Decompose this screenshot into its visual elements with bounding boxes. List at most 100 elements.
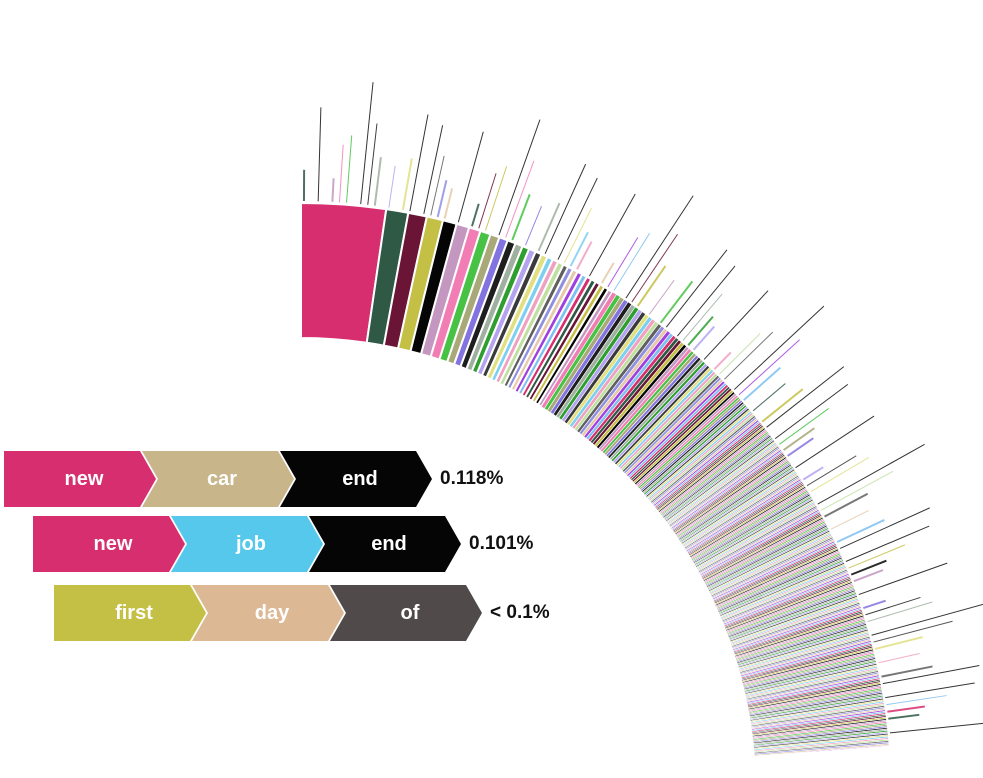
arc-spikes: [302, 82, 983, 734]
arc-spike: [409, 114, 429, 212]
arc-spike: [824, 492, 869, 518]
arc-spike: [878, 652, 920, 664]
breadcrumb-first[interactable]: first: [54, 585, 206, 641]
arc-spike: [867, 601, 933, 623]
arc-spike: [648, 279, 675, 315]
arc-spike: [563, 208, 592, 264]
breadcrumb-new[interactable]: new: [4, 451, 156, 507]
arc-spike: [471, 203, 480, 227]
arc-ring: [300, 201, 890, 757]
arc-spike: [373, 157, 382, 206]
breadcrumb-label: car: [206, 468, 238, 490]
breadcrumb-label: new: [64, 468, 104, 490]
breadcrumb-day[interactable]: day: [192, 585, 344, 641]
arc-spike: [806, 455, 857, 487]
arc-spike: [485, 166, 508, 231]
breadcrumb-label: end: [342, 468, 378, 490]
arc-spike: [865, 596, 921, 616]
arc-spike: [692, 325, 716, 351]
arc-spike: [659, 280, 694, 324]
arc-spike: [733, 305, 825, 390]
sequence-percentage: 0.118%: [440, 468, 504, 489]
arc-spike: [761, 388, 804, 423]
arc-spike: [873, 620, 953, 643]
arc-spike: [600, 262, 615, 284]
arc-spike: [569, 231, 589, 267]
sequence-percentage: 0.101%: [469, 533, 534, 554]
arc-spike: [478, 173, 497, 229]
arc-spike: [874, 636, 923, 650]
arc-spike: [346, 135, 353, 203]
arc-spike: [687, 315, 714, 346]
arc-spike: [858, 562, 948, 596]
arc-spike: [752, 383, 786, 412]
sequence-row: new car end 0.118%: [4, 451, 598, 507]
arc-spike: [743, 366, 781, 401]
arc-spike: [505, 160, 535, 238]
arc-spike: [443, 188, 454, 219]
arc-spike: [881, 665, 933, 678]
arc-spike: [885, 682, 975, 699]
arc-spike: [845, 525, 930, 562]
sequence-row: first day of < 0.1%: [54, 585, 648, 641]
arc-spike: [779, 408, 829, 445]
arc-spike: [360, 82, 374, 205]
arc-spike: [871, 603, 983, 636]
arc-spike: [511, 194, 531, 241]
sequence-row: new job end 0.101%: [33, 516, 627, 572]
arc-spike: [537, 202, 561, 252]
arc-spike: [795, 415, 875, 469]
arc-spike: [888, 713, 920, 720]
breadcrumb-new[interactable]: new: [33, 516, 185, 572]
breadcrumb-end[interactable]: end: [280, 451, 432, 507]
breadcrumb-label: first: [115, 602, 153, 624]
arc-spike: [887, 705, 925, 713]
arc-spike: [724, 331, 774, 380]
arc-spike: [498, 119, 541, 236]
arc-spike: [607, 237, 639, 288]
arc-spike: [576, 241, 593, 270]
breadcrumb-job[interactable]: job: [171, 516, 323, 572]
breadcrumb-label: end: [371, 533, 407, 555]
arc-spike: [525, 205, 542, 246]
arc-spike: [457, 131, 484, 223]
arc-spike: [703, 290, 769, 360]
arc-spike: [589, 193, 636, 277]
arc-spike: [401, 158, 413, 211]
arc-spike: [787, 437, 814, 457]
arc-spike: [886, 695, 947, 706]
arc-spike: [625, 195, 694, 299]
arc-segment[interactable]: [754, 744, 890, 757]
arc-spike: [810, 457, 870, 493]
arc-spike: [557, 177, 598, 260]
arc-spike: [430, 155, 445, 216]
arc-spike: [836, 519, 885, 543]
arc-spike: [682, 293, 723, 341]
arc-spike: [782, 427, 815, 451]
breadcrumb-end[interactable]: end: [309, 516, 461, 572]
arc-spike: [802, 466, 824, 481]
arc-spike: [766, 366, 845, 428]
arc-spike: [423, 125, 444, 214]
arc-spike: [774, 383, 849, 440]
arc-spike: [388, 165, 396, 208]
arc-spike: [367, 123, 378, 205]
arc-spike: [317, 107, 322, 202]
arc-spike: [839, 507, 930, 549]
arc-spike: [631, 233, 678, 303]
arc-spike: [848, 544, 906, 569]
arc-spike: [830, 509, 869, 530]
arc-spike: [820, 470, 894, 511]
arc-spike: [436, 179, 448, 218]
arc-spike: [636, 265, 667, 307]
arc-spike: [713, 351, 732, 370]
arc-spike: [889, 722, 983, 734]
breadcrumb-car[interactable]: car: [142, 451, 294, 507]
arc-spike: [863, 599, 886, 609]
arc-spike: [719, 333, 761, 375]
arc-spike: [738, 339, 800, 396]
breadcrumb-of[interactable]: of: [330, 585, 482, 641]
arc-spike: [613, 232, 651, 291]
arc-spike: [331, 178, 335, 202]
